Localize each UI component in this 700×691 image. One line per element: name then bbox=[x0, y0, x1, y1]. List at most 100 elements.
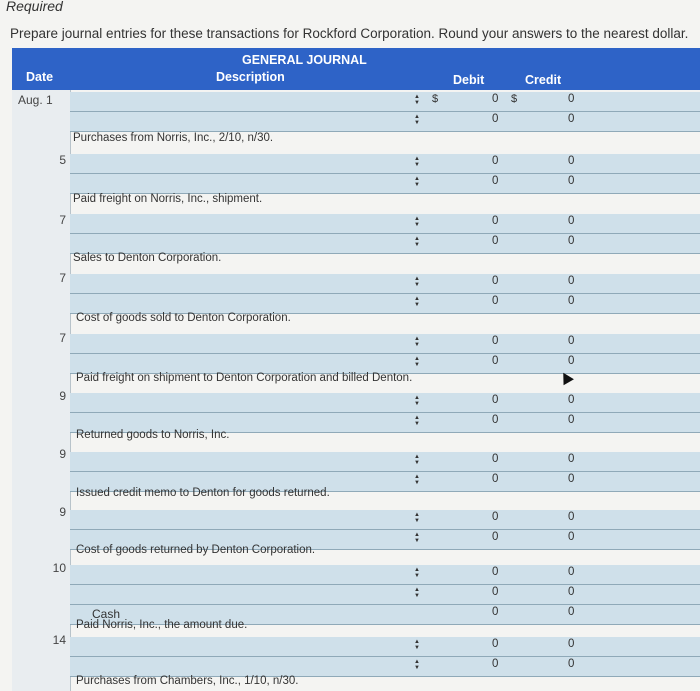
entry-date: 9 bbox=[59, 447, 66, 461]
credit-input[interactable]: 0 bbox=[568, 235, 575, 247]
row-divider bbox=[70, 193, 700, 194]
credit-input[interactable]: 0 bbox=[568, 453, 575, 465]
debit-input[interactable]: 0 bbox=[492, 155, 499, 167]
journal-row: 00 bbox=[12, 154, 700, 174]
debit-input[interactable]: 0 bbox=[492, 414, 499, 426]
credit-input[interactable]: 0 bbox=[568, 566, 575, 578]
credit-input[interactable]: 0 bbox=[568, 638, 575, 650]
select-arrows-icon[interactable] bbox=[414, 156, 420, 168]
journal-row: 00 bbox=[12, 112, 700, 132]
journal-row: 00 bbox=[12, 214, 700, 234]
credit-input[interactable]: 0 bbox=[568, 113, 575, 125]
description-column-header: Description bbox=[216, 70, 285, 84]
credit-input[interactable]: 0 bbox=[568, 606, 575, 618]
date-cell: 7 bbox=[12, 328, 71, 386]
entry-description: Issued credit memo to Denton for goods r… bbox=[76, 487, 330, 499]
credit-input[interactable]: 0 bbox=[568, 175, 575, 187]
row-divider bbox=[70, 131, 700, 132]
date-cell: 9 bbox=[12, 386, 71, 444]
debit-input[interactable]: 0 bbox=[492, 473, 499, 485]
debit-input[interactable]: 0 bbox=[492, 638, 499, 650]
row-shading bbox=[70, 294, 700, 314]
credit-input[interactable]: 0 bbox=[568, 155, 575, 167]
select-arrows-icon[interactable] bbox=[414, 236, 420, 248]
row-shading bbox=[70, 413, 700, 433]
journal-row: 00 bbox=[12, 472, 700, 492]
row-shading bbox=[70, 472, 700, 492]
credit-input[interactable]: 0 bbox=[568, 658, 575, 670]
select-arrows-icon[interactable] bbox=[414, 94, 420, 106]
credit-input[interactable]: 0 bbox=[568, 93, 575, 105]
select-arrows-icon[interactable] bbox=[414, 512, 420, 524]
date-cell: 9 bbox=[12, 502, 71, 558]
credit-input[interactable]: 0 bbox=[568, 275, 575, 287]
entry-date: Aug. 1 bbox=[18, 93, 53, 107]
select-arrows-icon[interactable] bbox=[414, 296, 420, 308]
credit-input[interactable]: 0 bbox=[568, 531, 575, 543]
select-arrows-icon[interactable] bbox=[414, 639, 420, 651]
row-shading bbox=[70, 657, 700, 677]
debit-input[interactable]: 0 bbox=[492, 606, 499, 618]
debit-input[interactable]: 0 bbox=[492, 394, 499, 406]
select-arrows-icon[interactable] bbox=[414, 587, 420, 599]
entry-date: 7 bbox=[59, 271, 66, 285]
row-divider bbox=[70, 313, 700, 314]
debit-input[interactable]: 0 bbox=[492, 453, 499, 465]
select-arrows-icon[interactable] bbox=[414, 216, 420, 228]
entry-date: 9 bbox=[59, 505, 66, 519]
credit-input[interactable]: 0 bbox=[568, 394, 575, 406]
credit-input[interactable]: 0 bbox=[568, 295, 575, 307]
row-shading bbox=[70, 274, 700, 294]
entry-date: 7 bbox=[59, 331, 66, 345]
entry-date: 5 bbox=[59, 153, 66, 167]
debit-input[interactable]: 0 bbox=[492, 235, 499, 247]
select-arrows-icon[interactable] bbox=[414, 395, 420, 407]
row-divider bbox=[70, 471, 700, 472]
date-column-header: Date bbox=[26, 70, 54, 84]
debit-input[interactable]: 0 bbox=[492, 93, 499, 105]
entry-description: Purchases from Norris, Inc., 2/10, n/30. bbox=[73, 132, 274, 144]
debit-input[interactable]: 0 bbox=[492, 566, 499, 578]
debit-input[interactable]: 0 bbox=[492, 531, 499, 543]
row-divider bbox=[70, 253, 700, 254]
row-shading bbox=[70, 92, 700, 112]
select-arrows-icon[interactable] bbox=[414, 356, 420, 368]
credit-input[interactable]: 0 bbox=[568, 511, 575, 523]
journal-row: 00 bbox=[12, 234, 700, 254]
debit-input[interactable]: 0 bbox=[492, 275, 499, 287]
debit-input[interactable]: 0 bbox=[492, 586, 499, 598]
credit-input[interactable]: 0 bbox=[568, 414, 575, 426]
credit-input[interactable]: 0 bbox=[568, 215, 575, 227]
debit-input[interactable]: 0 bbox=[492, 215, 499, 227]
journal-row: 00 bbox=[12, 565, 700, 585]
select-arrows-icon[interactable] bbox=[414, 415, 420, 427]
select-arrows-icon[interactable] bbox=[414, 176, 420, 188]
debit-input[interactable]: 0 bbox=[492, 113, 499, 125]
debit-input[interactable]: 0 bbox=[492, 335, 499, 347]
select-arrows-icon[interactable] bbox=[414, 276, 420, 288]
select-arrows-icon[interactable] bbox=[414, 532, 420, 544]
credit-input[interactable]: 0 bbox=[568, 335, 575, 347]
select-arrows-icon[interactable] bbox=[414, 567, 420, 579]
row-divider bbox=[70, 233, 700, 234]
entry-description: Sales to Denton Corporation. bbox=[73, 252, 222, 264]
select-arrows-icon[interactable] bbox=[414, 474, 420, 486]
credit-input[interactable]: 0 bbox=[568, 355, 575, 367]
debit-input[interactable]: 0 bbox=[492, 511, 499, 523]
row-shading bbox=[70, 214, 700, 234]
journal-row: 00 bbox=[12, 510, 700, 530]
debit-input[interactable]: 0 bbox=[492, 658, 499, 670]
row-divider bbox=[70, 656, 700, 657]
select-arrows-icon[interactable] bbox=[414, 454, 420, 466]
select-arrows-icon[interactable] bbox=[414, 659, 420, 671]
debit-input[interactable]: 0 bbox=[492, 295, 499, 307]
credit-input[interactable]: 0 bbox=[568, 473, 575, 485]
debit-input[interactable]: 0 bbox=[492, 175, 499, 187]
select-arrows-icon[interactable] bbox=[414, 336, 420, 348]
select-arrows-icon[interactable] bbox=[414, 114, 420, 126]
journal-row: 00 bbox=[12, 354, 700, 374]
debit-input[interactable]: 0 bbox=[492, 355, 499, 367]
date-cell: 7 bbox=[12, 210, 71, 268]
credit-input[interactable]: 0 bbox=[568, 586, 575, 598]
account-select[interactable]: Cash bbox=[92, 607, 121, 621]
